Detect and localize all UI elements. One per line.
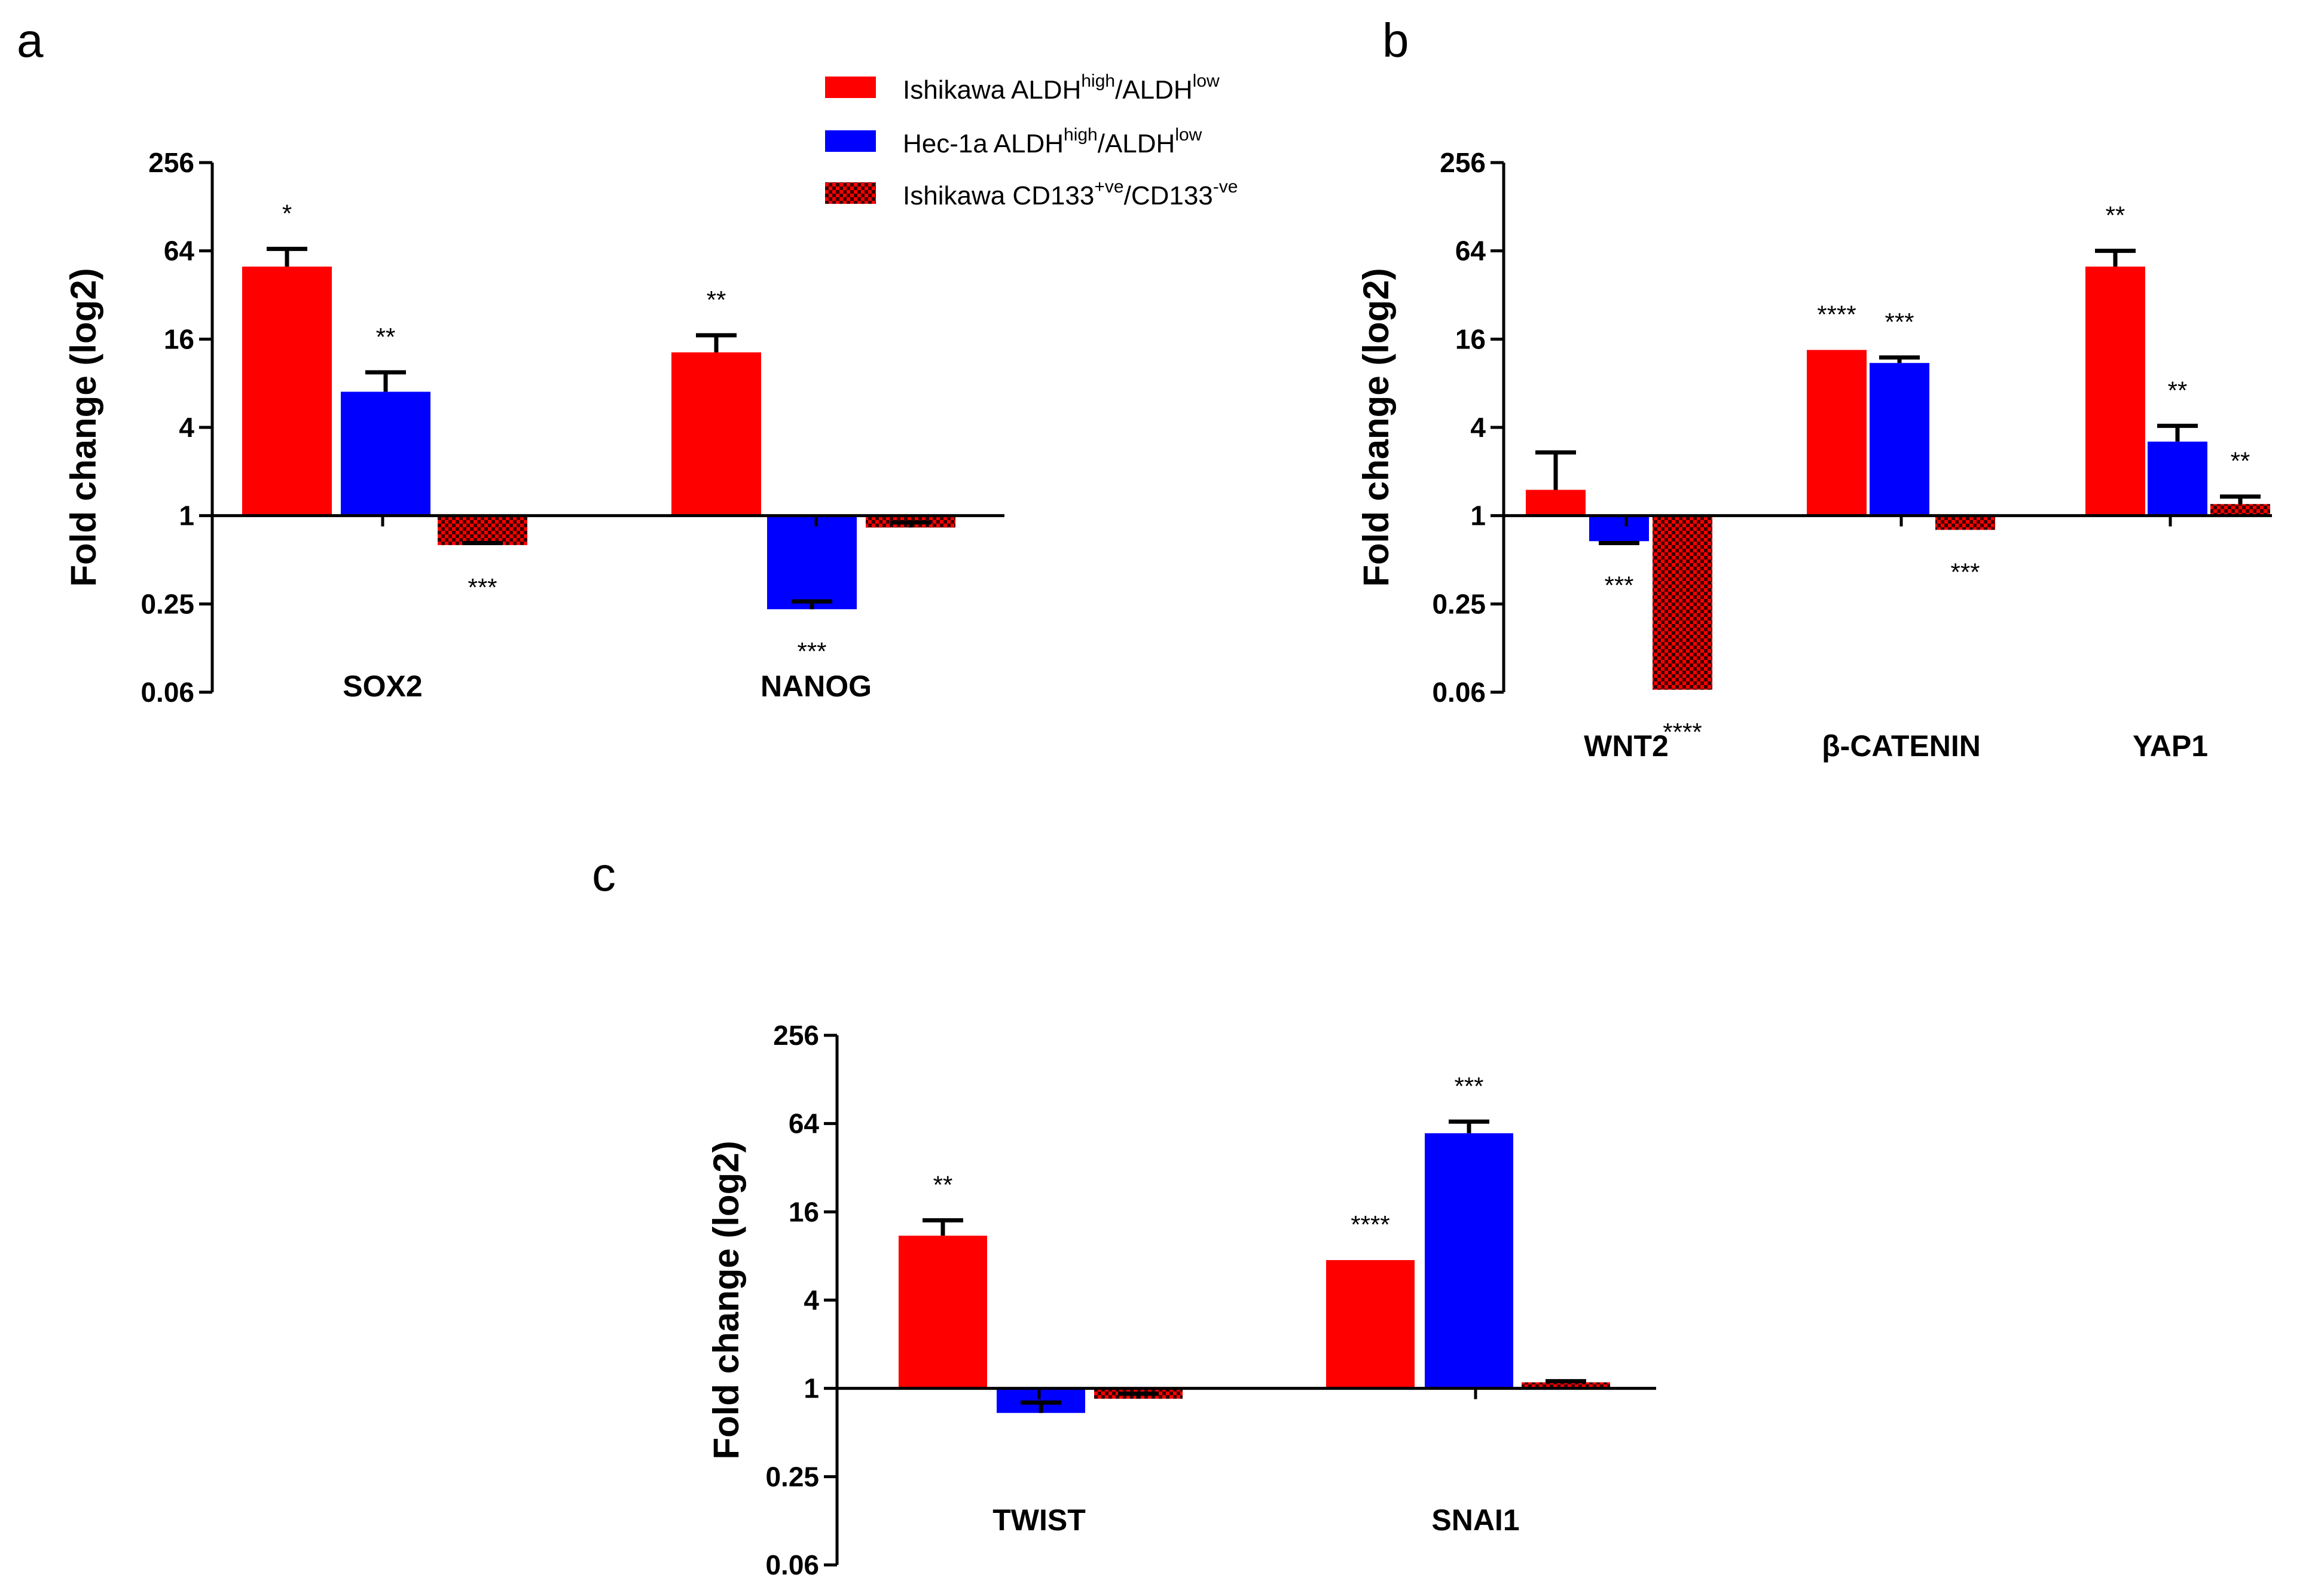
y-tick-label: 0.25 [765,1461,819,1492]
y-tick-label: 4 [179,412,194,443]
category-label: WNT2 [1584,729,1669,763]
bar [242,266,332,516]
y-axis-label: Fold change (log2) [1356,268,1396,586]
legend-label-1: Hec-1a ALDH [903,129,1064,158]
legend-swatch-1 [825,130,876,152]
significance-label: ** [376,323,396,351]
bar [1425,1133,1513,1389]
bar [2210,504,2270,516]
svg-text:Ishikawa ALDHhigh/ALDHlow: Ishikawa ALDHhigh/ALDHlow [903,71,1220,105]
significance-label: *** [1454,1072,1483,1100]
y-tick-label: 256 [1440,147,1486,178]
legend-label-2: Ishikawa CD133 [903,181,1094,210]
panel-letter-a: a [17,14,44,67]
bar [1326,1260,1415,1389]
category-label: NANOG [761,669,872,703]
y-tick-label: 64 [1455,236,1486,267]
legend-item-2: Ishikawa CD133+ve/CD133-ve [825,177,1238,210]
y-tick-label: 0.06 [141,677,194,708]
svg-text:Ishikawa CD133+ve/CD133-ve: Ishikawa CD133+ve/CD133-ve [903,177,1238,210]
y-axis-label: Fold change (log2) [706,1141,746,1459]
bar [2148,441,2207,516]
significance-label: *** [1950,558,1980,586]
y-tick-label: 0.25 [1432,588,1486,619]
y-axis-label: Fold change (log2) [63,268,103,586]
bar [1935,515,1995,530]
significance-label: ** [2106,201,2125,230]
category-label: TWIST [992,1503,1086,1537]
category-label: SOX2 [343,669,422,703]
category-label: SNAI1 [1431,1503,1519,1537]
bar [767,515,857,610]
significance-label: **** [1351,1210,1389,1239]
y-tick-label: 256 [773,1020,819,1051]
y-tick-label: 1 [1470,500,1486,531]
significance-label: ** [933,1171,953,1199]
y-tick-label: 0.06 [765,1549,819,1580]
bar [1526,490,1586,516]
bar [1807,350,1867,516]
bar [1589,515,1649,542]
significance-label: *** [1604,571,1633,600]
y-tick-label: 16 [164,323,194,354]
bar [341,392,430,516]
panel-letter-b: b [1382,14,1409,67]
significance-label: ** [707,286,726,314]
y-tick-label: 1 [179,500,194,531]
legend-item-0: Ishikawa ALDHhigh/ALDHlow [825,71,1220,105]
bar [671,352,761,516]
significance-label: *** [797,637,826,665]
svg-text:Hec-1a ALDHhigh/ALDHlow: Hec-1a ALDHhigh/ALDHlow [903,125,1202,158]
legend-item-1: Hec-1a ALDHhigh/ALDHlow [825,125,1202,158]
bar [1653,515,1712,690]
legend: Ishikawa ALDHhigh/ALDHlow Hec-1a ALDHhig… [825,71,1238,210]
bar [2085,266,2145,516]
y-tick-label: 4 [804,1285,819,1316]
panel-c: 256 64 16 4 1 0.25 0.06 Fold change (log2) ** TWI… [706,1020,1656,1580]
panel-letter-c: c [592,848,616,901]
y-tick-label: 64 [789,1108,820,1139]
significance-label: ** [2231,447,2250,475]
y-tick-label: 16 [1455,323,1486,354]
significance-label: * [282,199,292,227]
y-tick-label: 0.06 [1432,677,1486,708]
significance-label: *** [468,573,497,601]
y-tick-label: 64 [164,236,195,267]
legend-swatch-2 [825,182,876,204]
bar [1522,1382,1610,1389]
category-label: YAP1 [2133,729,2208,763]
y-tick-label: 256 [148,147,194,178]
y-tick-label: 16 [789,1196,819,1227]
bar [1870,363,1929,516]
y-tick-label: 4 [1470,412,1486,443]
significance-label: *** [1885,308,1914,336]
significance-label: **** [1663,718,1702,746]
bar [438,515,527,545]
legend-swatch-0 [825,77,876,98]
significance-label: ** [2168,376,2188,404]
legend-label-0: Ishikawa ALDH [903,75,1081,105]
category-label: β-CATENIN [1822,729,1981,763]
bar [899,1236,987,1389]
significance-label: **** [1817,300,1856,328]
y-tick-label: 0.25 [141,588,194,619]
y-tick-label: 1 [804,1373,819,1404]
